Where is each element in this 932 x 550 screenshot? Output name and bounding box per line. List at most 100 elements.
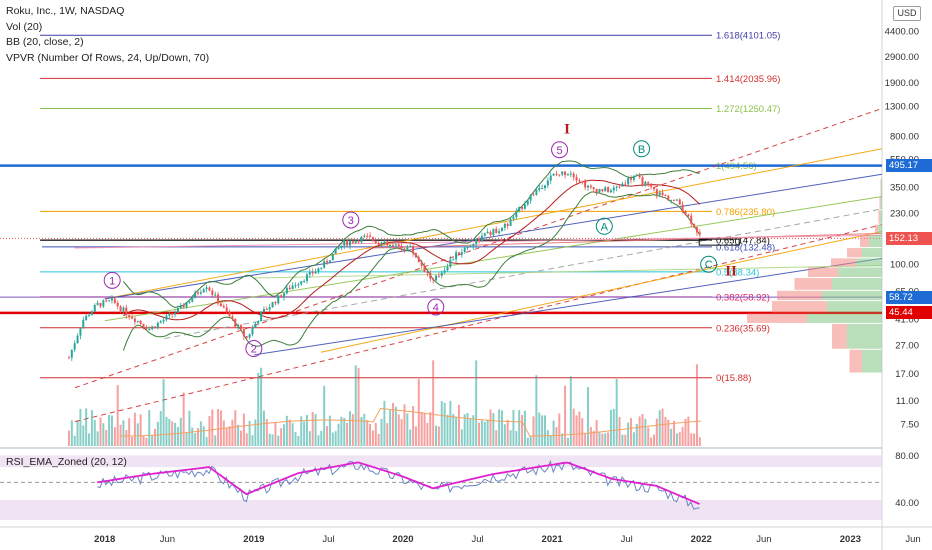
price-badge: 45.44 xyxy=(886,306,932,320)
currency-button[interactable]: USD xyxy=(893,6,921,21)
volume-bar xyxy=(443,402,446,446)
candle-body xyxy=(386,241,389,246)
candle-body xyxy=(340,245,343,248)
volume-bar xyxy=(457,404,460,446)
volume-bar xyxy=(280,428,283,446)
vpvr-bar-up xyxy=(807,313,882,323)
candle-body xyxy=(630,178,633,180)
vpvr-bar-down xyxy=(808,267,838,278)
volume-bar xyxy=(518,410,521,446)
candle-body xyxy=(105,300,108,302)
candle-body xyxy=(320,267,323,269)
volume-bar xyxy=(435,425,438,446)
candle-body xyxy=(308,271,311,275)
candle-body xyxy=(262,308,265,312)
trend-channel-line xyxy=(253,257,883,356)
volume-bar xyxy=(526,437,529,446)
volume-bar xyxy=(128,418,131,446)
wave-label-circle xyxy=(595,217,613,235)
wave-degree-label: II xyxy=(725,264,737,280)
trend-channel-line xyxy=(104,148,883,300)
volume-bar xyxy=(615,378,618,446)
volume-bar xyxy=(475,360,478,446)
volume-bar xyxy=(85,408,88,446)
volume-bar xyxy=(326,426,329,446)
volume-bar xyxy=(320,430,323,446)
volume-bar xyxy=(535,375,538,446)
candle-body xyxy=(176,308,179,313)
volume-bar xyxy=(532,416,535,446)
candle-body xyxy=(437,275,440,277)
candle-body xyxy=(469,246,472,248)
volume-bar xyxy=(446,414,449,446)
candle-body xyxy=(125,307,128,316)
candle-body xyxy=(543,185,546,188)
candle-body xyxy=(521,206,524,209)
candle-body xyxy=(538,188,541,191)
candle-body xyxy=(231,316,234,319)
candle-body xyxy=(182,305,185,308)
volume-bar xyxy=(274,422,277,446)
volume-bar xyxy=(561,433,564,446)
volume-bar xyxy=(698,437,701,446)
volume-bar xyxy=(515,431,518,446)
fib-level-label: 0.65(147.84) xyxy=(716,236,770,247)
price-axis-tick-label: 350.00 xyxy=(890,182,919,193)
candle-body xyxy=(76,335,79,344)
candle-body xyxy=(99,302,102,307)
candle-body xyxy=(156,322,159,329)
volume-bar xyxy=(549,435,552,446)
volume-bar xyxy=(334,431,337,446)
candle-body xyxy=(650,183,653,187)
candle-body xyxy=(202,289,205,293)
candle-body xyxy=(541,187,544,189)
bollinger-basis xyxy=(123,179,701,321)
volume-bar xyxy=(125,430,128,446)
volume-bar xyxy=(131,436,134,446)
wave-degree-label: I xyxy=(564,122,570,138)
price-badge: 495.17 xyxy=(886,159,932,173)
candle-body xyxy=(277,295,280,304)
volume-bar xyxy=(432,360,435,446)
volume-bar xyxy=(225,427,228,446)
fib-level-label: 0.618(132.48) xyxy=(716,242,775,253)
wave-label-text: B xyxy=(638,144,645,156)
volume-bar xyxy=(377,433,380,446)
volume-bar xyxy=(340,416,343,446)
trend-channel-line xyxy=(104,195,883,322)
volume-bar xyxy=(162,379,165,446)
volume-bar xyxy=(257,372,260,446)
volume-bar xyxy=(673,420,676,446)
volume-bar xyxy=(185,432,188,446)
candle-body xyxy=(237,325,240,327)
volume-bar xyxy=(285,415,288,446)
volume-bar xyxy=(670,428,673,446)
volume-bar xyxy=(555,427,558,446)
candle-body xyxy=(632,176,635,180)
volume-bar xyxy=(389,409,392,446)
volume-bar xyxy=(240,430,243,446)
vpvr-bar-down xyxy=(875,224,878,235)
vpvr-bar-up xyxy=(862,248,882,258)
candle-body xyxy=(624,183,627,185)
volume-bar xyxy=(575,415,578,446)
candle-body xyxy=(334,248,337,254)
candle-body xyxy=(219,303,222,307)
volume-bar xyxy=(661,408,664,446)
candle-body xyxy=(217,294,220,304)
volume-bar xyxy=(88,433,91,446)
candle-body xyxy=(566,174,569,176)
candle-body xyxy=(466,246,469,248)
trend-channel-line xyxy=(74,234,883,249)
candle-body xyxy=(564,171,567,176)
wave-label-circle xyxy=(103,271,121,289)
candle-body xyxy=(136,320,139,322)
candle-body xyxy=(354,240,357,243)
candle-body xyxy=(638,175,641,178)
candle-body xyxy=(500,227,503,232)
wave-label-text: 2 xyxy=(251,344,257,356)
trend-channel-line xyxy=(74,107,883,389)
volume-bar xyxy=(684,418,687,446)
price-target-box xyxy=(698,238,740,246)
